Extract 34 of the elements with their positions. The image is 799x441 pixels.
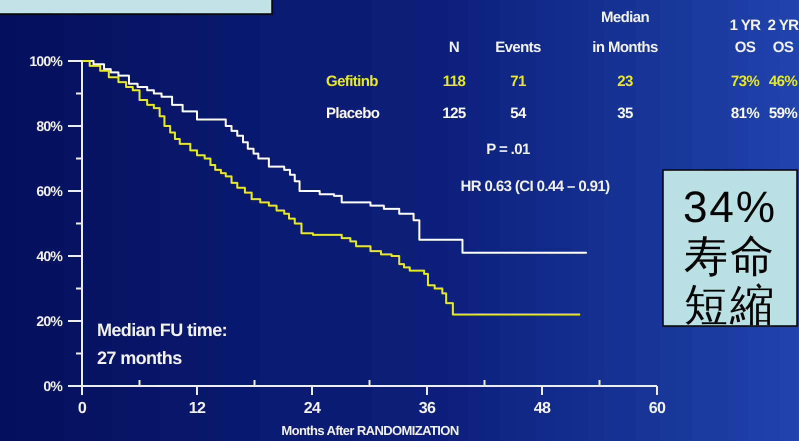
annotation: P = .01: [486, 141, 530, 158]
text: 2 YR OS: [768, 17, 799, 56]
annotation: 54: [510, 105, 527, 122]
text: Events: [495, 39, 542, 56]
x-tick-label: 36: [418, 400, 436, 417]
annotation: 35: [617, 105, 633, 122]
x-tick-label: 48: [534, 400, 551, 417]
annotation: 23: [617, 73, 633, 90]
y-tick-label: 40%: [36, 248, 64, 264]
annotation: HR 0.63 (CI 0.44 – 0.91): [460, 178, 610, 195]
y-tick-label: 100%: [29, 53, 64, 69]
text: 34%寿命短縮: [682, 183, 778, 330]
text: N: [448, 39, 460, 56]
text: 73%: [730, 73, 760, 90]
annotation: 118: [442, 73, 466, 90]
text: Placebo: [326, 105, 380, 122]
y-tick-label: 80%: [36, 118, 64, 134]
annotation: 125: [442, 105, 466, 122]
x-tick-label: 12: [188, 400, 206, 417]
x-axis-title: Months After RANDOMIZATION: [281, 423, 459, 438]
text: Median in Months: [592, 9, 658, 56]
x-tick-label: 24: [304, 400, 321, 417]
x-tick-label: 0: [78, 400, 87, 417]
text: 59%: [768, 105, 798, 122]
text: 46%: [768, 73, 798, 90]
y-tick-label: 60%: [36, 183, 64, 199]
y-tick-label: 20%: [36, 313, 64, 329]
text: Gefitinb: [326, 73, 378, 90]
y-tick-label: 0%: [43, 378, 64, 394]
text: 81%: [730, 105, 760, 122]
annotation: 71: [510, 73, 526, 90]
annotation: Median FU time: 27 months: [97, 320, 228, 368]
text: 1 YR OS: [730, 17, 762, 56]
x-tick-label: 60: [648, 400, 666, 417]
